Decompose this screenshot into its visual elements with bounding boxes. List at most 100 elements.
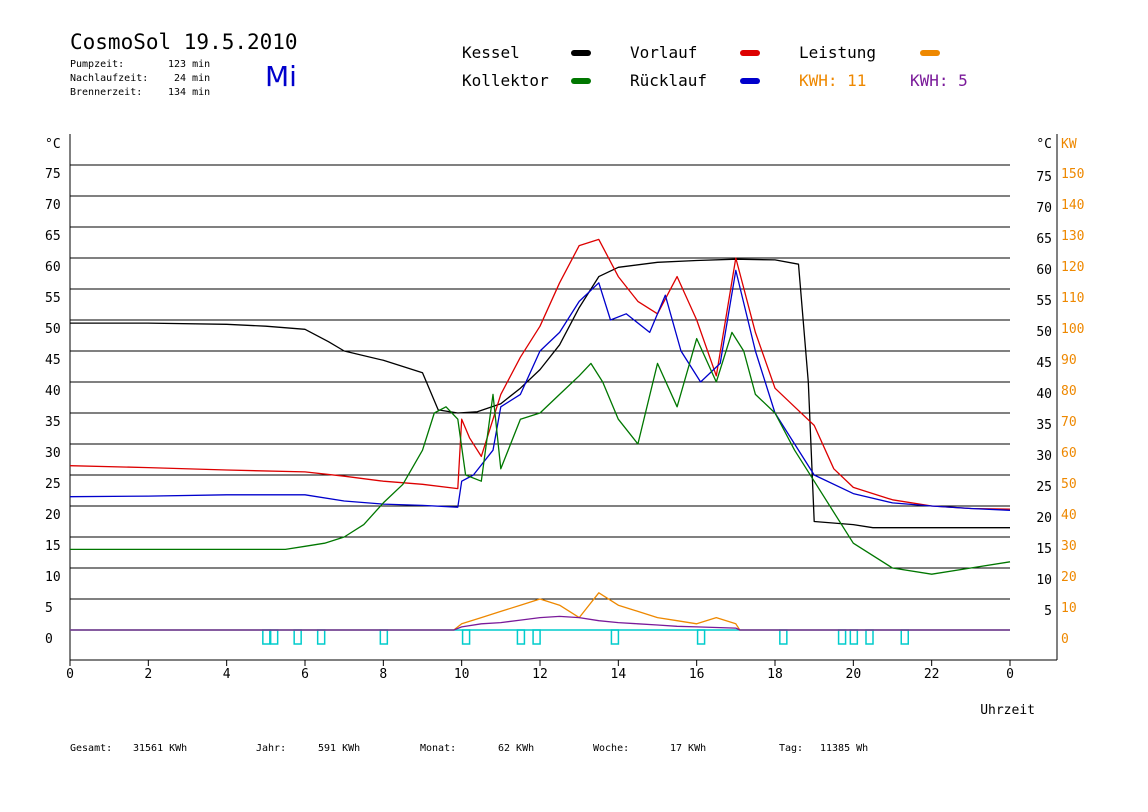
y-right-c-tick-label: 40 xyxy=(1036,387,1052,402)
y-left-tick-label: 35 xyxy=(45,415,61,430)
y-left-tick-label: 65 xyxy=(45,229,61,244)
y-right-kw-tick-label: 70 xyxy=(1061,415,1077,430)
y-left-tick-label: 5 xyxy=(45,601,53,616)
y-right-c-tick-label: 75 xyxy=(1036,170,1052,185)
y-right-c-tick-label: 70 xyxy=(1036,201,1052,216)
y-right-kw-tick-label: 40 xyxy=(1061,508,1077,523)
y-right-c-tick-label: 30 xyxy=(1036,449,1052,464)
y-left-tick-label: 30 xyxy=(45,446,61,461)
y-left-tick-label: 10 xyxy=(45,570,61,585)
y-right-kw-tick-label: 130 xyxy=(1061,229,1084,244)
x-tick-label: 14 xyxy=(611,667,627,682)
pump-pulse xyxy=(849,629,859,645)
pump-pulse xyxy=(696,629,706,645)
pump-pulse xyxy=(293,629,302,645)
y-left-tick-label: 15 xyxy=(45,539,61,554)
x-tick-label: 8 xyxy=(379,667,387,682)
y-right-c-tick-label: 35 xyxy=(1036,418,1052,433)
legend-kollektor-label: Kollektor xyxy=(462,71,549,90)
footer-woche-label: Woche: xyxy=(593,743,630,754)
pump-pulse xyxy=(837,629,847,645)
x-tick-label: 10 xyxy=(454,667,470,682)
stat-brennerzeit-label: Brennerzeit: xyxy=(70,87,143,98)
x-tick-label: 12 xyxy=(532,667,548,682)
footer-monat-label: Monat: xyxy=(420,743,457,754)
y-right-c-tick-label: 55 xyxy=(1036,294,1052,309)
y-right-c-tick-label: 50 xyxy=(1036,325,1052,340)
pump-pulse xyxy=(865,629,874,645)
legend-leistung-label: Leistung xyxy=(799,43,877,62)
y-right-c-tick-label: 20 xyxy=(1036,511,1052,526)
x-tick-label: 4 xyxy=(223,667,231,682)
y-left-tick-label: 75 xyxy=(45,167,61,182)
y-right-kw-tick-label: 50 xyxy=(1061,477,1077,492)
stat-brennerzeit-value: 134 min xyxy=(168,87,211,98)
legend-ruecklauf-swatch xyxy=(740,78,760,84)
x-tick-label: 0 xyxy=(66,667,74,682)
y-right-c-tick-label: 65 xyxy=(1036,232,1052,247)
stat-pumpzeit-label: Pumpzeit: xyxy=(70,59,125,70)
footer-monat-value: 62 KWh xyxy=(498,743,535,754)
pump-pulse xyxy=(269,629,279,645)
y-left-tick-label: 45 xyxy=(45,353,61,368)
legend-ruecklauf-label: Rücklauf xyxy=(630,71,708,90)
y-right-c-unit: °C xyxy=(1036,137,1052,152)
legend-leistung-swatch xyxy=(920,50,940,56)
series-line-leistung xyxy=(70,592,1010,631)
y-left-tick-label: 25 xyxy=(45,477,61,492)
x-tick-label: 16 xyxy=(689,667,705,682)
y-right-kw-tick-label: 30 xyxy=(1061,539,1077,554)
pump-pulse xyxy=(461,629,471,645)
y-left-unit: °C xyxy=(45,137,61,152)
footer-jahr-label: Jahr: xyxy=(256,743,287,754)
footer-woche-value: 17 KWh xyxy=(670,743,707,754)
y-right-kw-tick-label: 120 xyxy=(1061,260,1084,275)
legend-kessel-swatch xyxy=(571,50,591,56)
y-left-tick-label: 20 xyxy=(45,508,61,523)
pump-pulse xyxy=(316,629,326,645)
footer-gesamt-value: 31561 KWh xyxy=(133,743,188,754)
y-right-c-tick-label: 60 xyxy=(1036,263,1052,278)
y-right-kw-tick-label: 80 xyxy=(1061,384,1077,399)
y-right-kw-tick-label: 140 xyxy=(1061,198,1084,213)
legend-vorlauf-swatch xyxy=(740,50,760,56)
footer-tag-value: 11385 Wh xyxy=(820,743,869,754)
series-line-vorlauf xyxy=(69,238,1011,510)
x-tick-label: 20 xyxy=(846,667,862,682)
stat-nachlaufzeit-label: Nachlaufzeit: xyxy=(70,73,149,84)
series-line-ruecklauf xyxy=(69,269,1011,511)
legend-kwh-total: KWH: 11 xyxy=(799,71,867,90)
x-tick-label: 2 xyxy=(144,667,152,682)
y-right-kw-tick-label: 10 xyxy=(1061,601,1077,616)
y-right-kw-tick-label: 60 xyxy=(1061,446,1077,461)
footer-gesamt-label: Gesamt: xyxy=(70,743,113,754)
y-right-c-tick-label: 45 xyxy=(1036,356,1052,371)
y-right-kw-tick-label: 90 xyxy=(1061,353,1077,368)
y-right-kw-unit: KW xyxy=(1061,137,1077,152)
pump-pulse xyxy=(900,629,909,645)
pump-pulse xyxy=(610,629,620,645)
x-tick-label: 22 xyxy=(924,667,940,682)
legend-kwh-secondary: KWH: 5 xyxy=(910,71,968,90)
pump-pulse xyxy=(779,629,788,645)
y-left-tick-label: 60 xyxy=(45,260,61,275)
y-right-kw-tick-label: 100 xyxy=(1061,322,1084,337)
pump-pulse xyxy=(379,629,389,645)
pump-pulse xyxy=(532,629,541,645)
y-left-tick-label: 40 xyxy=(45,384,61,399)
y-right-kw-tick-label: 0 xyxy=(1061,632,1069,647)
legend-kessel-label: Kessel xyxy=(462,43,520,62)
legend-kollektor-swatch xyxy=(571,78,591,84)
y-right-c-tick-label: 10 xyxy=(1036,573,1052,588)
x-tick-label: 6 xyxy=(301,667,309,682)
legend-vorlauf-label: Vorlauf xyxy=(630,43,698,62)
y-right-kw-tick-label: 110 xyxy=(1061,291,1084,306)
y-right-c-tick-label: 5 xyxy=(1044,604,1052,619)
series-line-kollektor xyxy=(70,331,1011,575)
weekday-label: Mi xyxy=(265,60,297,93)
y-right-c-tick-label: 25 xyxy=(1036,480,1052,495)
y-left-tick-label: 50 xyxy=(45,322,61,337)
series-line-kessel xyxy=(70,258,1010,529)
x-tick-label: 0 xyxy=(1006,667,1014,682)
